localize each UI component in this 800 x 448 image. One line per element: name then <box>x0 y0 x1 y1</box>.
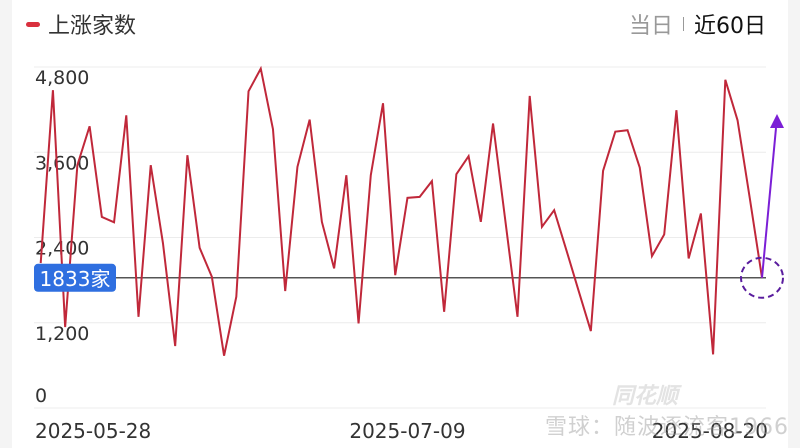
current-value-label: 1833家 <box>40 267 111 291</box>
highlight-circle <box>740 256 784 299</box>
y-tick-label: 2,400 <box>35 238 89 260</box>
x-tick-label: 2025-08-20 <box>652 419 768 443</box>
legend-label: 上涨家数 <box>48 14 137 39</box>
legend: 上涨家数 <box>26 8 136 40</box>
watermark: 雪球：随波逐流客1966 <box>545 415 789 440</box>
tab-60-days[interactable]: 近60日 <box>694 14 766 39</box>
y-tick-label: 0 <box>35 385 47 407</box>
x-tick-label: 2025-07-09 <box>349 419 465 443</box>
y-tick-label: 1,200 <box>35 323 89 345</box>
tab-today[interactable]: 当日 <box>628 14 673 39</box>
x-tick-label: 2025-05-28 <box>35 419 151 443</box>
series-line <box>39 65 763 356</box>
chart-card <box>12 0 788 448</box>
tab-divider <box>683 17 684 31</box>
period-tabs: 当日 近60日 <box>629 8 766 40</box>
y-tick-label: 4,800 <box>35 67 89 89</box>
legend-swatch <box>26 21 40 27</box>
current-value-badge <box>34 263 116 292</box>
watermark-logo: 同花顺 <box>612 384 679 409</box>
arrow-shaft <box>761 127 777 278</box>
arrow-head-icon <box>770 114 784 128</box>
